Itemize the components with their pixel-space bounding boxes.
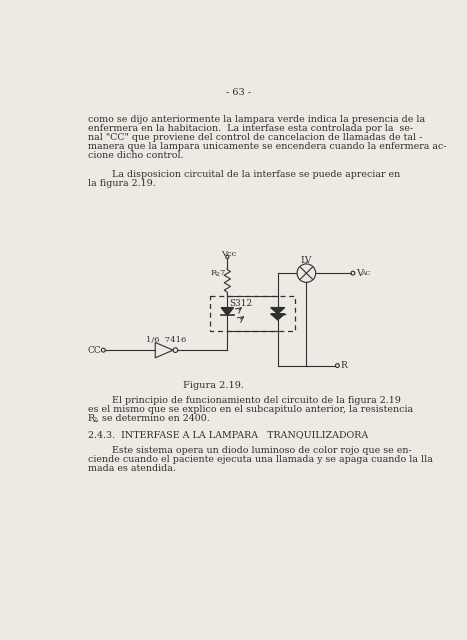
Text: 2.4.3.  INTERFASE A LA LAMPARA   TRANQUILIZADORA: 2.4.3. INTERFASE A LA LAMPARA TRANQUILIZ… [88,430,368,439]
Text: , se determino en 2400.: , se determino en 2400. [96,414,210,423]
Text: CC: CC [88,346,102,355]
Text: mada es atendida.: mada es atendida. [88,463,176,473]
Text: nal "CC" que proviene del control de cancelacion de llamadas de tal -: nal "CC" que proviene del control de can… [88,133,422,142]
Text: enfermera en la habitacion.  La interfase esta controlada por la  se-: enfermera en la habitacion. La interfase… [88,124,413,133]
Text: LV: LV [300,256,311,265]
Bar [210,296,295,331]
Text: Vcc: Vcc [221,250,236,258]
Text: cione dicho control.: cione dicho control. [88,150,184,160]
Text: La disposicion circuital de la interfase se puede apreciar en: La disposicion circuital de la interfase… [88,170,400,179]
Text: - 63 -: - 63 - [226,88,252,97]
Text: R: R [210,269,217,277]
Text: es el mismo que se explico en el subcapitulo anterior, la resistencia: es el mismo que se explico en el subcapi… [88,405,413,414]
Text: R: R [340,361,347,370]
Text: 2: 2 [216,271,219,276]
Text: R: R [88,414,95,423]
Polygon shape [221,308,234,316]
Text: Figura 2.19.: Figura 2.19. [183,381,244,390]
Text: como se dijo anteriormente la lampara verde indica la presencia de la: como se dijo anteriormente la lampara ve… [88,115,425,124]
Text: 1/6  7416: 1/6 7416 [146,336,186,344]
Polygon shape [271,308,285,314]
Polygon shape [271,314,285,320]
Text: Este sistema opera un diodo luminoso de color rojo que se en-: Este sistema opera un diodo luminoso de … [88,446,411,455]
Text: AC: AC [361,271,370,276]
Text: ciende cuando el paciente ejecuta una llamada y se apaga cuando la lla: ciende cuando el paciente ejecuta una ll… [88,455,433,464]
Text: 7: 7 [219,269,224,277]
Text: S312: S312 [229,298,252,308]
Text: V: V [356,269,363,278]
Text: la figura 2.19.: la figura 2.19. [88,179,156,188]
Text: 2: 2 [92,415,97,424]
Text: manera que la lampara unicamente se encendera cuando la enfermera ac-: manera que la lampara unicamente se ence… [88,142,446,151]
Text: El principio de funcionamiento del circuito de la figura 2.19: El principio de funcionamiento del circu… [88,396,401,405]
